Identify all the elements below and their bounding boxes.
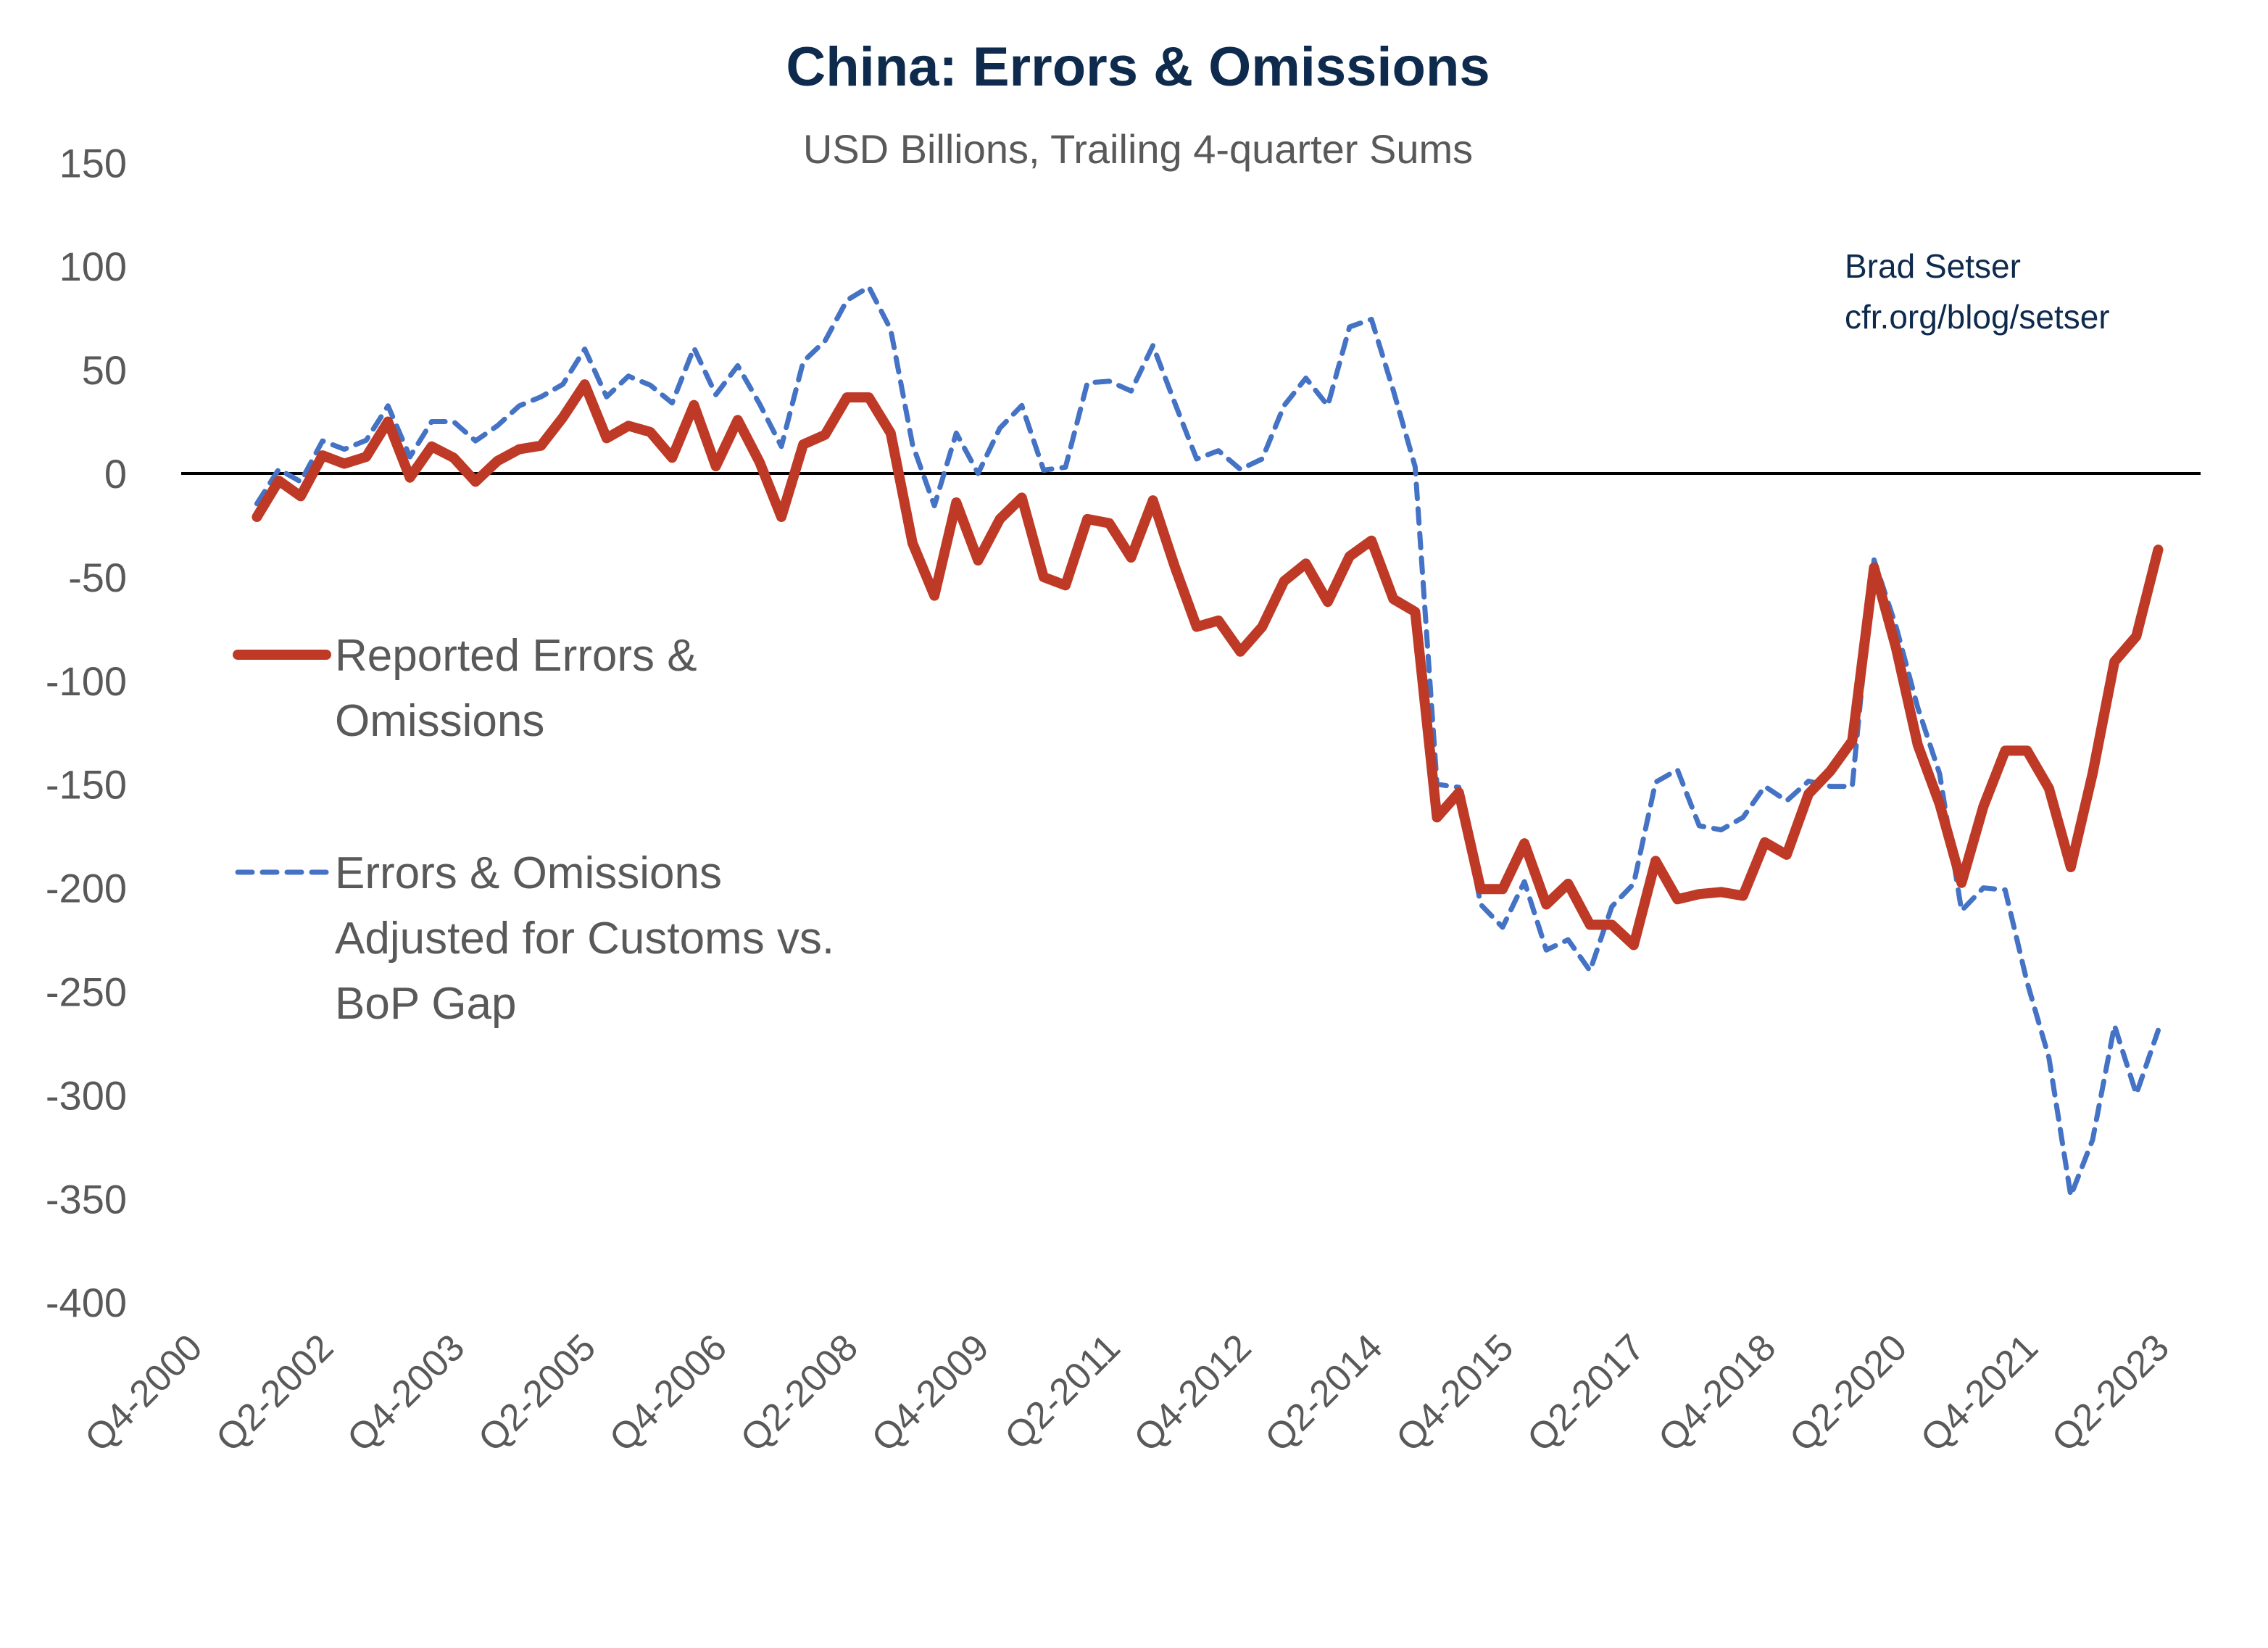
author-annotation: Brad Setser: [1845, 247, 2021, 285]
x-tick-label: Q4-2018: [1650, 1326, 1784, 1459]
chart-title: China: Errors & Omissions: [786, 36, 1490, 98]
y-tick-label: 150: [59, 140, 127, 186]
y-tick-label: -300: [46, 1072, 127, 1118]
legend-label-adjusted-line3: BoP Gap: [335, 979, 516, 1029]
legend-label-reported-line1: Reported Errors &: [335, 631, 697, 681]
x-tick-label: Q2-2002: [208, 1326, 341, 1459]
source-annotation: cfr.org/blog/setser: [1845, 298, 2110, 336]
legend-label-reported-line2: Omissions: [335, 696, 544, 746]
x-tick-label: Q2-2005: [470, 1326, 604, 1459]
series-adjusted-line: [254, 284, 2161, 1198]
x-tick-label: Q2-2020: [1782, 1326, 1915, 1459]
x-tick-label: Q4-2006: [602, 1326, 735, 1459]
y-tick-label: 0: [104, 451, 127, 497]
y-tick-label: -250: [46, 969, 127, 1015]
legend-label-adjusted-line1: Errors & Omissions: [335, 848, 722, 898]
series-group: [252, 284, 2164, 1198]
y-tick-label: -200: [46, 866, 127, 911]
y-tick-label: 50: [82, 347, 127, 393]
x-tick-label: Q4-2021: [1913, 1326, 2046, 1459]
x-axis: Q4-2000Q2-2002Q4-2003Q2-2005Q4-2006Q2-20…: [77, 1326, 2177, 1459]
x-tick-label: Q2-2008: [733, 1326, 866, 1459]
x-tick-label: Q4-2015: [1388, 1326, 1521, 1459]
y-tick-label: -400: [46, 1280, 127, 1325]
x-tick-label: Q4-2009: [864, 1326, 997, 1459]
x-tick-label: Q2-2023: [2044, 1326, 2177, 1459]
x-tick-label: Q4-2000: [77, 1326, 210, 1459]
y-tick-label: -50: [68, 555, 127, 600]
x-tick-label: Q4-2003: [339, 1326, 473, 1459]
legend-label-adjusted-line2: Adjusted for Customs vs.: [335, 914, 834, 964]
x-tick-label: Q2-2014: [1257, 1326, 1390, 1459]
x-tick-label: Q2-2017: [1519, 1326, 1653, 1459]
y-tick-label: 100: [59, 244, 127, 289]
series-reported-line: [252, 379, 2164, 951]
y-tick-label: -150: [46, 762, 127, 808]
legend: Reported Errors & Omissions Errors & Omi…: [233, 631, 834, 1029]
x-tick-label: Q2-2011: [997, 1326, 1128, 1457]
y-tick-label: -350: [46, 1176, 127, 1222]
chart-subtitle: USD Billions, Trailing 4-quarter Sums: [803, 126, 1473, 172]
y-tick-label: -100: [46, 658, 127, 704]
x-tick-label: Q4-2012: [1126, 1326, 1260, 1459]
y-axis: 150 100 50 0 -50 -100 -150 -200 -250 -300 -350 -400: [46, 140, 127, 1325]
